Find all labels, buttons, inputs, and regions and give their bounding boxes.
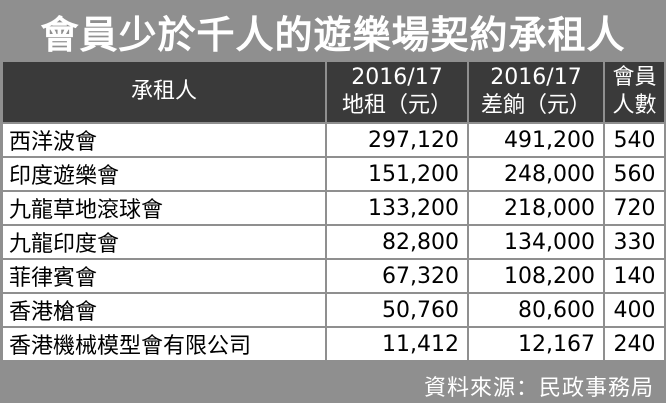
tenant-name: 印度遊樂會: [3, 156, 327, 190]
table-row: 西洋波會 297,120 491,200 540: [3, 122, 664, 156]
tenant-name: 香港機械模型會有限公司: [3, 326, 327, 360]
rates-value: 108,200: [469, 258, 605, 292]
rates-value: 248,000: [469, 156, 605, 190]
rates-value: 218,000: [469, 190, 605, 224]
header-members: 會員 人數: [605, 62, 664, 122]
header-rent-year: 2016/17: [351, 65, 443, 90]
rent-value: 297,120: [327, 122, 469, 156]
source-note: 資料來源：民政事務局: [423, 376, 654, 401]
header-rent: 2016/17 地租（元）: [327, 62, 469, 122]
table-row: 香港機械模型會有限公司 11,412 12,167 240: [3, 326, 664, 360]
tenant-name: 九龍印度會: [3, 224, 327, 258]
table-row: 印度遊樂會 151,200 248,000 560: [3, 156, 664, 190]
tenant-name: 九龍草地滾球會: [3, 190, 327, 224]
header-rates-year: 2016/17: [490, 65, 582, 90]
rates-value: 491,200: [469, 122, 605, 156]
header-tenant: 承租人: [3, 62, 327, 122]
members-value: 560: [605, 156, 664, 190]
members-value: 540: [605, 122, 664, 156]
members-value: 240: [605, 326, 664, 360]
rent-value: 82,800: [327, 224, 469, 258]
header-members-line2: 人數: [612, 93, 657, 118]
rates-value: 80,600: [469, 292, 605, 326]
rent-value: 11,412: [327, 326, 469, 360]
tenant-name: 香港槍會: [3, 292, 327, 326]
header-members-line1: 會員: [612, 65, 657, 90]
header-rates-label: 差餉（元）: [480, 93, 591, 118]
rates-value: 12,167: [469, 326, 605, 360]
rent-value: 133,200: [327, 190, 469, 224]
rates-value: 134,000: [469, 224, 605, 258]
tenant-name: 西洋波會: [3, 122, 327, 156]
tenant-name: 菲律賓會: [3, 258, 327, 292]
table-row: 九龍草地滾球會 133,200 218,000 720: [3, 190, 664, 224]
members-value: 140: [605, 258, 664, 292]
rent-value: 67,320: [327, 258, 469, 292]
header-rent-label: 地租（元）: [341, 93, 452, 118]
header-rates: 2016/17 差餉（元）: [469, 62, 605, 122]
header-tenant-label: 承租人: [130, 79, 197, 104]
rent-value: 50,760: [327, 292, 469, 326]
members-value: 330: [605, 224, 664, 258]
members-value: 400: [605, 292, 664, 326]
rent-value: 151,200: [327, 156, 469, 190]
members-value: 720: [605, 190, 664, 224]
table-row: 九龍印度會 82,800 134,000 330: [3, 224, 664, 258]
table-row: 香港槍會 50,760 80,600 400: [3, 292, 664, 326]
header-row: 承租人 2016/17 地租（元） 2016/17 差餉（元） 會員 人數: [3, 62, 664, 122]
tenant-table: 承租人 2016/17 地租（元） 2016/17 差餉（元） 會員 人數 西洋…: [3, 62, 664, 360]
page-title: 會員少於千人的遊樂場契約承租人: [40, 12, 626, 57]
table-row: 菲律賓會 67,320 108,200 140: [3, 258, 664, 292]
